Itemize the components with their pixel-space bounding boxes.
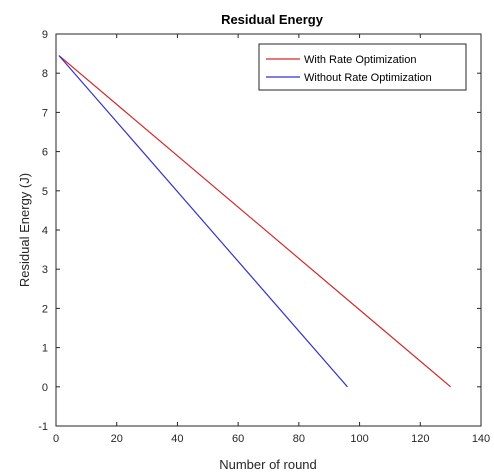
chart-title: Residual Energy [221,12,324,27]
y-axis-label: Residual Energy (J) [17,173,32,287]
x-tick-label: 20 [111,433,123,445]
series-line-without-rate-optimization [58,55,348,388]
x-tick-label: 40 [171,433,183,445]
legend-label-with-rate-optimization: With Rate Optimization [304,54,416,66]
x-axis-ticks: 0 20 40 60 80 100 120 140 [53,34,490,445]
legend-label-without-rate-optimization: Without Rate Optimization [304,72,432,84]
legend-box [258,43,467,91]
x-axis-label: Number of round [219,457,317,472]
series-line-with-rate-optimization [58,55,451,388]
y-tick-label: 6 [42,147,48,159]
legend: With Rate Optimization Without Rate Opti… [258,43,467,91]
y-tick-label: 1 [42,343,48,355]
y-tick-label: 3 [42,264,48,276]
x-tick-label: 100 [350,433,368,445]
y-tick-label: 9 [42,29,48,41]
y-tick-label: 0 [42,382,48,394]
x-tick-label: 60 [232,433,244,445]
y-axis-ticks: -1 0 1 2 3 4 5 6 7 8 9 [38,29,481,433]
y-tick-label: 2 [42,303,48,315]
plot-area [55,33,482,427]
x-tick-label: 120 [411,433,429,445]
y-tick-label: 7 [42,107,48,119]
x-tick-label: 140 [472,433,490,445]
series-lines [58,55,451,388]
x-tick-label: 80 [293,433,305,445]
y-tick-label: 5 [42,186,48,198]
x-tick-label: 0 [53,433,59,445]
y-tick-label: 4 [42,225,48,237]
y-tick-label: -1 [38,421,48,433]
y-tick-label: 8 [42,68,48,80]
